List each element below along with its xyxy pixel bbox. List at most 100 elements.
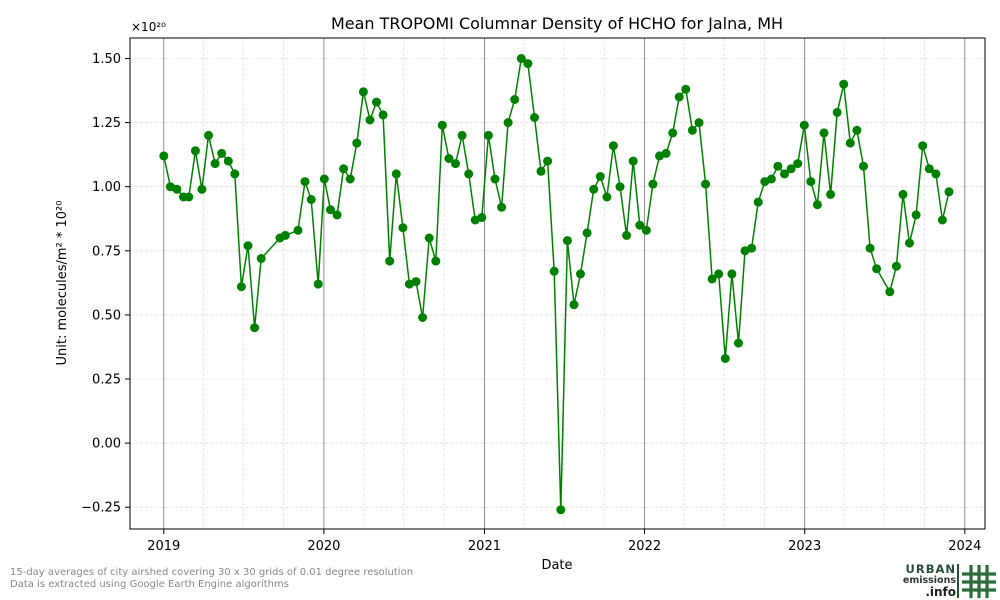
data-point bbox=[197, 184, 207, 194]
data-point bbox=[230, 169, 240, 179]
data-point bbox=[944, 187, 954, 197]
x-tick-label: 2024 bbox=[948, 539, 981, 554]
data-point bbox=[635, 220, 645, 230]
x-axis-ticks: 2019 2020 2021 2022 2023 2024 bbox=[147, 529, 981, 554]
data-point bbox=[806, 177, 816, 187]
data-point bbox=[172, 184, 182, 194]
data-point bbox=[839, 79, 849, 89]
data-point bbox=[773, 161, 783, 171]
data-point bbox=[905, 238, 914, 248]
data-point bbox=[793, 159, 803, 169]
data-point bbox=[595, 172, 605, 181]
year-boundary-lines bbox=[163, 38, 966, 529]
data-point bbox=[345, 174, 355, 184]
data-point bbox=[477, 213, 487, 222]
data-point bbox=[832, 107, 842, 117]
data-point bbox=[569, 300, 579, 310]
data-point bbox=[918, 141, 928, 151]
data-point bbox=[497, 202, 507, 212]
data-point bbox=[674, 92, 684, 102]
data-point bbox=[483, 130, 493, 140]
data-point bbox=[339, 164, 349, 174]
x-tick-label: 2022 bbox=[628, 539, 661, 554]
data-point bbox=[385, 256, 395, 266]
data-point bbox=[536, 166, 546, 176]
data-point bbox=[365, 115, 375, 125]
data-point bbox=[204, 130, 213, 140]
data-point bbox=[720, 354, 730, 363]
data-point bbox=[562, 236, 572, 246]
footnote-data-source: Data is extracted using Google Earth Eng… bbox=[10, 579, 289, 590]
y-tick-label: 1.50 bbox=[92, 52, 121, 67]
data-point bbox=[826, 189, 836, 199]
data-point bbox=[668, 128, 678, 138]
logo-word-info: .info bbox=[925, 585, 956, 599]
data-point bbox=[859, 161, 868, 171]
x-tick-label: 2021 bbox=[468, 539, 501, 554]
data-point bbox=[256, 254, 266, 263]
data-point bbox=[530, 113, 539, 122]
data-point bbox=[687, 125, 697, 135]
data-point bbox=[582, 228, 592, 238]
x-tick-label: 2019 bbox=[147, 539, 180, 554]
data-point bbox=[332, 210, 342, 220]
data-point bbox=[391, 169, 401, 179]
data-point bbox=[786, 164, 796, 174]
data-point bbox=[293, 225, 303, 235]
y-tick-label: 1.00 bbox=[92, 180, 121, 195]
data-point bbox=[845, 138, 855, 148]
x-axis-label: Date bbox=[541, 558, 572, 573]
y-axis-ticks: −0.25 0.00 0.25 0.50 0.75 1.00 1.25 1.50 bbox=[81, 52, 130, 516]
x-tick-label: 2020 bbox=[307, 539, 340, 554]
data-point bbox=[641, 225, 651, 235]
data-point bbox=[236, 282, 246, 292]
data-point bbox=[911, 210, 921, 220]
data-point bbox=[352, 138, 362, 148]
data-point bbox=[898, 189, 908, 199]
data-point bbox=[608, 141, 618, 151]
data-point bbox=[812, 200, 822, 210]
data-point bbox=[490, 174, 500, 184]
plot-area-frame bbox=[129, 37, 986, 530]
data-point bbox=[576, 269, 585, 279]
grid-hash-icon bbox=[962, 565, 996, 598]
data-point bbox=[503, 118, 513, 128]
data-point bbox=[184, 192, 194, 202]
data-point bbox=[661, 148, 671, 158]
data-point bbox=[753, 197, 763, 207]
data-point bbox=[872, 264, 882, 274]
hcho-series-line bbox=[163, 57, 950, 511]
data-point bbox=[865, 243, 875, 253]
logo-word-emissions: emissions bbox=[902, 575, 956, 586]
data-point bbox=[444, 154, 454, 163]
urban-emissions-logo: URBAN emissions .info bbox=[896, 563, 1000, 600]
hcho-data-points bbox=[159, 54, 954, 515]
logo-divider bbox=[957, 564, 959, 598]
y-tick-label: −0.25 bbox=[81, 501, 121, 516]
data-point bbox=[243, 241, 253, 251]
data-point bbox=[464, 169, 474, 179]
data-point bbox=[313, 279, 323, 289]
x-tick-label: 2023 bbox=[788, 539, 821, 554]
data-point bbox=[250, 323, 260, 333]
data-point bbox=[885, 287, 895, 297]
data-point bbox=[556, 505, 566, 515]
data-point bbox=[681, 84, 691, 94]
data-point bbox=[819, 128, 829, 138]
y-axis-offset-label: ×10²⁰ bbox=[131, 20, 166, 34]
data-point bbox=[437, 120, 447, 130]
data-point bbox=[300, 177, 310, 187]
data-point bbox=[602, 192, 612, 202]
y-tick-label: 0.50 bbox=[92, 308, 121, 323]
data-point bbox=[931, 169, 941, 179]
data-point bbox=[589, 184, 599, 194]
data-point bbox=[319, 174, 329, 184]
data-point bbox=[358, 87, 368, 97]
data-point bbox=[543, 156, 553, 166]
data-point bbox=[411, 277, 421, 287]
data-point bbox=[190, 146, 200, 156]
data-point bbox=[747, 243, 757, 253]
y-axis-label: Unit: molecules/m² * 10²⁰ bbox=[55, 201, 70, 366]
data-point bbox=[549, 266, 559, 276]
